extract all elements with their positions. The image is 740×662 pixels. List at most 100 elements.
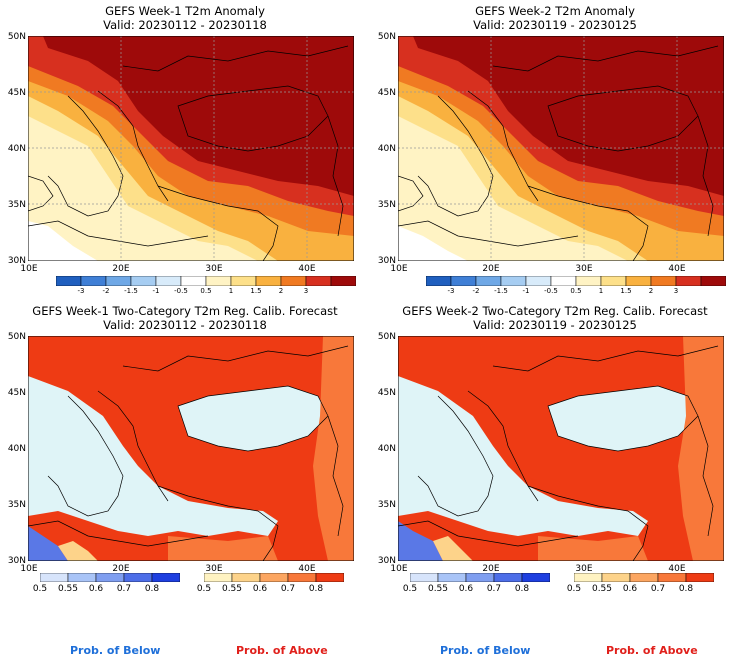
colorbar-swatch [521, 573, 550, 582]
colorbar-label: -1 [522, 287, 530, 295]
prob-below-label: Prob. of Below [440, 644, 531, 657]
colorbar-label: -3 [447, 287, 455, 295]
colorbar-swatch [205, 276, 232, 286]
lon-label: 20E [112, 564, 130, 574]
colorbar-label: 0.7 [486, 584, 502, 594]
colorbar-swatch [426, 276, 452, 286]
colorbar-label: 0.8 [144, 584, 160, 594]
colorbar-swatch [437, 573, 467, 582]
colorbar-swatch [305, 276, 332, 286]
lon-label: 40E [298, 264, 316, 274]
colorbar-label: 0.55 [57, 584, 79, 594]
lon-label: 40E [298, 564, 316, 574]
lat-label: 40N [7, 444, 26, 454]
panel-valid-dates: Valid: 20230119 - 20230125 [473, 318, 637, 332]
colorbar-label: -1.5 [124, 287, 138, 295]
colorbar-label: 2 [648, 287, 654, 295]
lat-label: 40N [377, 144, 396, 154]
colorbar-swatch [330, 276, 356, 286]
colorbar-label: 1.5 [620, 287, 632, 295]
prob-below-label: Prob. of Below [70, 644, 161, 657]
colorbar-swatch [410, 573, 439, 582]
colorbar-label: 1 [598, 287, 604, 295]
lon-label: 40E [668, 564, 686, 574]
colorbar-swatch [204, 573, 233, 582]
lat-label: 30N [377, 556, 396, 566]
colorbar-label: -1 [152, 287, 160, 295]
panel-valid-dates: Valid: 20230112 - 20230118 [103, 318, 267, 332]
colorbar-swatch [550, 276, 577, 286]
colorbar-swatch [675, 276, 702, 286]
colorbar-label: 0.5 [32, 584, 48, 594]
lat-label: 30N [377, 256, 396, 266]
colorbar-label: 2 [278, 287, 284, 295]
colorbar-label: 0.5 [566, 584, 582, 594]
panel-title: GEFS Week-1 T2m Anomaly [105, 4, 265, 18]
probability-map [28, 336, 354, 561]
colorbar-swatch [465, 573, 495, 582]
panel-week1-probability: GEFS Week-1 Two-Category T2m Reg. Calib.… [0, 300, 370, 600]
lon-label: 20E [482, 564, 500, 574]
below-colorbar [40, 573, 180, 582]
lat-label: 50N [377, 332, 396, 342]
panel-week2-anomaly: GEFS Week-2 T2m Anomaly Valid: 20230119 … [370, 0, 740, 300]
below-colorbar-labels: 0.5 0.55 0.6 0.7 0.8 [403, 584, 550, 594]
colorbar-swatch [475, 276, 502, 286]
anomaly-colorbar-labels: -3 -2 -1.5 -1 -0.5 0.5 1 1.5 2 3 [56, 287, 356, 296]
colorbar-swatch [155, 276, 182, 286]
above-colorbar-labels: 0.5 0.55 0.6 0.7 0.8 [197, 584, 344, 594]
colorbar-swatch [625, 276, 652, 286]
anomaly-colorbar-labels: -3 -2 -1.5 -1 -0.5 0.5 1 1.5 2 3 [426, 287, 726, 296]
colorbar-swatch [600, 276, 627, 286]
lat-label: 45N [377, 388, 396, 398]
colorbar-swatch [56, 276, 82, 286]
colorbar-swatch [280, 276, 307, 286]
probability-map [398, 336, 724, 561]
colorbar-swatch [574, 573, 603, 582]
colorbar-label: 1.5 [250, 287, 262, 295]
colorbar-label: 0.5 [196, 584, 212, 594]
colorbar-swatch [80, 276, 107, 286]
colorbar-swatch [629, 573, 659, 582]
panel-week1-anomaly: GEFS Week-1 T2m Anomaly Valid: 20230112 … [0, 0, 370, 300]
below-colorbar-labels: 0.5 0.55 0.6 0.7 0.8 [33, 584, 180, 594]
panel-title: GEFS Week-2 Two-Category T2m Reg. Calib.… [402, 304, 708, 318]
colorbar-swatch [67, 573, 97, 582]
colorbar-swatch [287, 573, 317, 582]
anomaly-map [398, 36, 724, 261]
colorbar-swatch [151, 573, 180, 582]
colorbar-swatch [255, 276, 282, 286]
colorbar-label: 0.55 [221, 584, 243, 594]
colorbar-label: 0.6 [252, 584, 268, 594]
colorbar-label: 3 [673, 287, 679, 295]
above-colorbar-labels: 0.5 0.55 0.6 0.7 0.8 [567, 584, 714, 594]
colorbar-label: 0.6 [458, 584, 474, 594]
lat-label: 35N [377, 200, 396, 210]
colorbar-label: -1.5 [494, 287, 508, 295]
colorbar-swatch [450, 276, 477, 286]
panel-valid-dates: Valid: 20230119 - 20230125 [473, 18, 637, 32]
colorbar-swatch [259, 573, 289, 582]
anomaly-colorbar [426, 276, 726, 286]
lon-label: 30E [205, 264, 223, 274]
panel-title: GEFS Week-1 Two-Category T2m Reg. Calib.… [32, 304, 338, 318]
colorbar-swatch [650, 276, 677, 286]
colorbar-label: 3 [303, 287, 309, 295]
colorbar-label: 0.7 [116, 584, 132, 594]
colorbar-swatch [231, 573, 261, 582]
panel-title: GEFS Week-2 T2m Anomaly [475, 4, 635, 18]
lon-label: 10E [20, 264, 38, 274]
colorbar-swatch [525, 276, 552, 286]
colorbar-label: 0.8 [308, 584, 324, 594]
lat-label: 30N [7, 256, 26, 266]
lat-label: 35N [377, 500, 396, 510]
colorbar-label: -2 [472, 287, 480, 295]
below-colorbar [410, 573, 550, 582]
colorbar-label: -0.5 [174, 287, 188, 295]
lon-label: 30E [575, 264, 593, 274]
colorbar-swatch [700, 276, 726, 286]
colorbar-swatch [95, 573, 125, 582]
prob-above-label: Prob. of Above [606, 644, 698, 657]
lon-label: 10E [20, 564, 38, 574]
colorbar-swatch [685, 573, 714, 582]
